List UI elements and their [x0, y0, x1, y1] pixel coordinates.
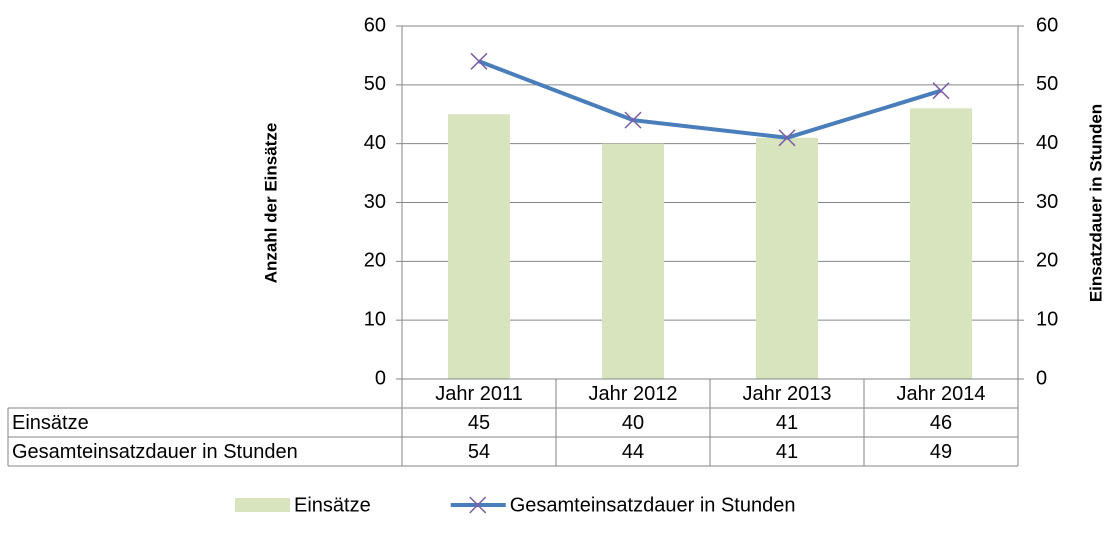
table-cell: 44	[622, 441, 644, 463]
marker	[932, 82, 950, 100]
legend-marker	[469, 496, 487, 514]
y2-tick-label: 40	[1036, 132, 1058, 154]
table-row-header: Einsätze	[12, 412, 89, 434]
legend-label: Einsätze	[294, 494, 371, 516]
marker	[470, 52, 488, 70]
y2-tick-label: 50	[1036, 73, 1058, 95]
y-tick-label: 40	[364, 132, 386, 154]
y-axis-title: Anzahl der Einsätze	[261, 123, 280, 284]
marker	[778, 129, 796, 147]
bar	[448, 114, 510, 379]
table-cell: 41	[776, 441, 798, 463]
table-cell: 49	[930, 441, 952, 463]
bar	[756, 137, 818, 379]
x-tick-label: Jahr 2011	[435, 383, 522, 405]
table-cell: 54	[468, 441, 490, 463]
y-tick-label: 30	[364, 191, 386, 213]
y-tick-label: 60	[364, 14, 386, 36]
table-cell: 46	[930, 412, 952, 434]
x-tick-label: Jahr 2014	[897, 383, 986, 405]
y-tick-label: 20	[364, 250, 386, 272]
x-tick-label: Jahr 2013	[743, 383, 832, 405]
y2-tick-label: 20	[1036, 250, 1058, 272]
y2-tick-label: 0	[1036, 367, 1047, 389]
y2-tick-label: 30	[1036, 191, 1058, 213]
legend-label: Gesamteinsatzdauer in Stunden	[510, 494, 796, 516]
y-tick-label: 50	[364, 73, 386, 95]
y-tick-label: 0	[375, 367, 386, 389]
table-cell: 40	[622, 412, 644, 434]
x-tick-label: Jahr 2012	[589, 383, 678, 405]
table-cell: 41	[776, 412, 798, 434]
y2-tick-label: 10	[1036, 308, 1058, 330]
y2-tick-label: 60	[1036, 14, 1058, 36]
marker	[624, 111, 642, 129]
legend-swatch	[235, 498, 290, 512]
table-row-header: Gesamteinsatzdauer in Stunden	[12, 441, 298, 463]
bar	[910, 108, 972, 379]
y2-axis-title: Einsatzdauer in Stunden	[1086, 104, 1105, 302]
line	[478, 59, 942, 140]
bar	[602, 143, 664, 379]
y-tick-label: 10	[364, 308, 386, 330]
table-cell: 45	[468, 412, 490, 434]
